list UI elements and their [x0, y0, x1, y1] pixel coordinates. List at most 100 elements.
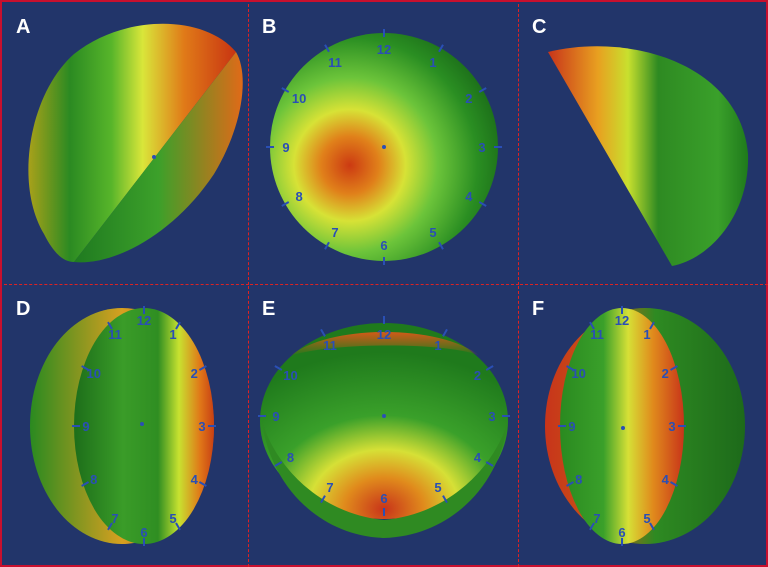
clock-label-e-12: 12 — [377, 327, 391, 342]
hemisphere-rim-e — [262, 421, 508, 538]
clock-tick-b-7 — [324, 241, 330, 250]
panel-label-a: A — [16, 16, 31, 38]
clock-tick-b-5 — [438, 241, 444, 250]
clock-label-d-6: 6 — [140, 525, 147, 540]
clock-label-d-12: 12 — [137, 313, 151, 328]
clock-label-b-11: 11 — [328, 55, 342, 70]
clock-label-b-1: 1 — [429, 55, 436, 70]
clock-tick-f-7 — [589, 522, 595, 531]
sphere-view-c — [548, 46, 749, 266]
clock-label-e-1: 1 — [434, 338, 441, 353]
clock-tick-f-4 — [669, 481, 678, 487]
clock-tick-b-10 — [281, 87, 290, 93]
clock-label-d-5: 5 — [169, 511, 176, 526]
clock-tick-e-4 — [485, 461, 494, 467]
clock-label-e-8: 8 — [287, 450, 294, 465]
clock-tick-d-10 — [81, 365, 90, 371]
panel-d: D 12 1 2 3 4 5 6 7 8 9 10 11 — [4, 286, 249, 567]
clock-label-e-9: 9 — [272, 409, 279, 424]
clock-label-d-4: 4 — [191, 472, 199, 487]
clock-tick-d-11 — [107, 321, 113, 330]
clock-tick-b-8 — [281, 201, 290, 207]
panel-label-c: C — [532, 16, 547, 38]
hemisphere-surface-a — [28, 23, 236, 262]
cut-face-a — [74, 52, 243, 263]
clock-label-d-9: 9 — [82, 419, 89, 434]
clock-label-b-10: 10 — [292, 91, 306, 106]
clock-tick-f-11 — [589, 321, 595, 330]
clock-label-f-5: 5 — [643, 511, 650, 526]
panel-b: B 12 1 2 3 4 5 6 7 8 9 10 11 — [250, 4, 519, 285]
clock-label-f-10: 10 — [571, 366, 585, 381]
panel-a: A — [4, 4, 249, 285]
clock-label-b-9: 9 — [282, 140, 289, 155]
center-marker-d — [140, 422, 144, 426]
clock-label-b-12: 12 — [377, 42, 391, 57]
clock-tick-d-4 — [198, 481, 207, 487]
center-marker-f — [621, 426, 625, 430]
cut-face-d — [74, 308, 214, 544]
panel-c: C — [520, 4, 768, 285]
clock-label-e-3: 3 — [488, 409, 495, 424]
clock-tick-f-8 — [566, 481, 575, 487]
clock-label-b-4: 4 — [465, 189, 473, 204]
clock-label-f-1: 1 — [643, 327, 650, 342]
clock-tick-e-10 — [274, 365, 283, 371]
clock-tick-b-4 — [478, 201, 487, 207]
upper-band-e — [290, 332, 480, 356]
panel-f: F 12 1 2 3 4 5 6 7 8 9 10 11 — [520, 286, 768, 567]
clock-label-f-2: 2 — [662, 366, 669, 381]
clock-label-b-7: 7 — [331, 225, 338, 240]
clock-label-b-6: 6 — [380, 238, 387, 253]
clock-label-d-8: 8 — [90, 472, 97, 487]
clock-tick-b-2 — [478, 87, 487, 93]
clock-label-d-1: 1 — [169, 327, 176, 342]
clock-tick-f-1 — [649, 321, 655, 330]
clock-label-d-10: 10 — [87, 366, 101, 381]
panel-label-f: F — [532, 298, 545, 320]
clock-tick-e-5 — [442, 495, 448, 504]
clock-label-f-12: 12 — [615, 313, 629, 328]
center-marker-b — [382, 145, 386, 149]
clock-tick-d-1 — [175, 321, 181, 330]
clock-label-f-9: 9 — [568, 419, 575, 434]
clock-label-d-7: 7 — [111, 511, 118, 526]
clock-tick-e-11 — [320, 328, 326, 337]
panel-label-d: D — [16, 298, 31, 320]
clock-label-f-8: 8 — [575, 472, 582, 487]
clock-tick-d-5 — [175, 522, 181, 531]
clock-tick-f-2 — [669, 365, 678, 371]
sphere-view-a — [28, 23, 243, 263]
clock-label-e-6: 6 — [380, 491, 387, 506]
clock-label-e-5: 5 — [434, 480, 441, 495]
clock-label-e-7: 7 — [326, 480, 333, 495]
clock-tick-d-2 — [198, 365, 207, 371]
clock-label-f-6: 6 — [618, 525, 625, 540]
clock-tick-e-8 — [274, 461, 283, 467]
clock-label-f-7: 7 — [593, 511, 600, 526]
clock-label-b-3: 3 — [478, 140, 485, 155]
clock-tick-d-7 — [107, 522, 113, 531]
clock-label-f-4: 4 — [662, 472, 670, 487]
clock-label-e-11: 11 — [323, 338, 337, 353]
center-marker-e — [382, 414, 386, 418]
panel-label-b: B — [262, 16, 277, 38]
clock-label-f-11: 11 — [590, 327, 604, 342]
panel-label-e: E — [262, 298, 276, 320]
clock-label-b-8: 8 — [296, 189, 303, 204]
clock-label-d-11: 11 — [108, 327, 122, 342]
cut-face-e — [260, 323, 508, 519]
clock-label-e-2: 2 — [474, 368, 481, 383]
clock-label-b-2: 2 — [465, 91, 472, 106]
clock-label-e-10: 10 — [283, 368, 297, 383]
hemisphere-surface-c — [548, 46, 749, 266]
panel-e: E 12 1 2 3 4 5 6 7 8 9 10 11 — [250, 286, 519, 567]
